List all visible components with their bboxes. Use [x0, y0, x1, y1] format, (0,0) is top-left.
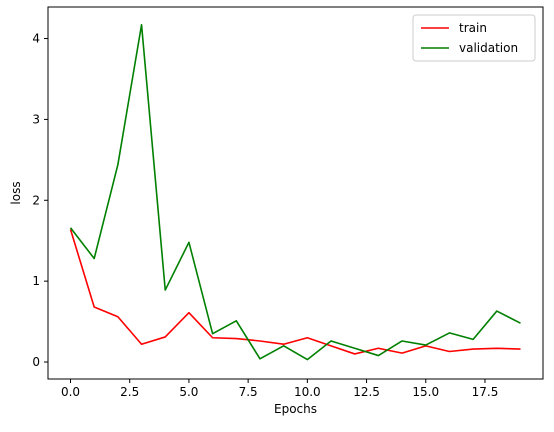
x-tick-label: 2.5 [120, 385, 139, 399]
y-tick-label: 4 [32, 32, 40, 46]
x-tick-label: 17.5 [472, 385, 499, 399]
axis-ticks: 0.0 2.5 5.0 7.5 10.0 12.5 15.0 17.5 0 1 2 3 4 [32, 32, 498, 399]
plot-area [69, 23, 521, 361]
y-tick-label: 2 [32, 193, 40, 207]
y-axis-label: loss [9, 181, 23, 204]
legend: train validation [412, 14, 536, 62]
x-tick-label: 12.5 [353, 385, 380, 399]
x-tick-label: 0.0 [61, 385, 80, 399]
x-tick-label: 15.0 [412, 385, 439, 399]
y-tick-label: 0 [32, 355, 40, 369]
legend-label-validation: validation [459, 41, 518, 55]
y-tick-label: 3 [32, 112, 40, 126]
y-tick-label: 1 [32, 274, 40, 288]
x-tick-label: 10.0 [294, 385, 321, 399]
series-line-validation [69, 23, 521, 361]
series-line-train [69, 229, 521, 355]
legend-box [412, 14, 536, 62]
x-tick-label: 5.0 [179, 385, 198, 399]
legend-label-train: train [459, 21, 487, 35]
x-axis-label: Epochs [274, 402, 317, 416]
plot-frame [47, 6, 544, 380]
x-tick-label: 7.5 [239, 385, 258, 399]
